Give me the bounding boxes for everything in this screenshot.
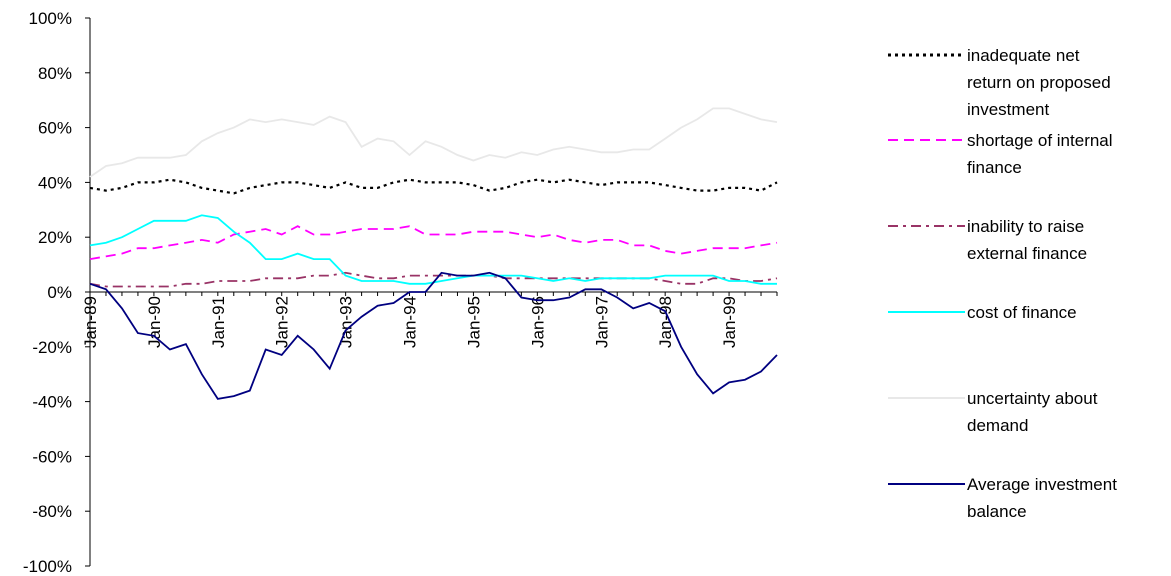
chart-axes — [89, 18, 777, 566]
series-line-2 — [89, 271, 778, 288]
x-tick-label: Jan-95 — [464, 296, 483, 348]
y-tick-label: -80% — [32, 502, 72, 521]
y-axis-ticks: 100% 80% 60% 40% 20% 0% -20% -40% -60% -80% -100% — [23, 9, 90, 576]
legend-label: balance — [967, 502, 1027, 521]
y-tick-label: -60% — [32, 447, 72, 466]
x-tick-label: Jan-97 — [592, 296, 611, 348]
x-tick-label: Jan-90 — [145, 296, 164, 348]
legend-label: external finance — [967, 244, 1087, 263]
x-tick-label: Jan-89 — [81, 296, 100, 348]
y-tick-label: 60% — [38, 119, 72, 138]
series-line-4 — [89, 107, 778, 178]
y-tick-label: -100% — [23, 557, 72, 576]
x-tick-label: Jan-96 — [528, 296, 547, 348]
series-line-1 — [89, 225, 778, 260]
series-line-3 — [89, 214, 777, 285]
legend-label: Average investment — [967, 475, 1117, 494]
legend-label: demand — [967, 416, 1028, 435]
legend-label: investment — [967, 100, 1049, 119]
y-tick-label: 40% — [38, 173, 72, 192]
legend-item-4: uncertainty about demand — [888, 389, 1098, 435]
x-tick-label: Jan-94 — [401, 296, 420, 348]
legend-label: return on proposed — [967, 73, 1111, 92]
legend-label: uncertainty about — [967, 389, 1098, 408]
legend-label: finance — [967, 158, 1022, 177]
x-tick-label: Jan-91 — [209, 296, 228, 348]
legend-item-2: inability to raise external finance — [888, 217, 1087, 263]
y-tick-label: 0% — [47, 283, 72, 302]
legend-label: shortage of internal — [967, 131, 1113, 150]
y-tick-label: 100% — [29, 9, 72, 28]
y-tick-label: 80% — [38, 64, 72, 83]
legend: inadequate net return on proposed investme… — [888, 46, 1117, 521]
x-tick-label: Jan-92 — [273, 296, 292, 348]
legend-label: inadequate net — [967, 46, 1080, 65]
legend-item-1: shortage of internal finance — [888, 131, 1113, 177]
x-tick-label: Jan-99 — [720, 296, 739, 348]
series-line-5 — [89, 271, 778, 400]
legend-item-3: cost of finance — [888, 303, 1077, 322]
legend-label: cost of finance — [967, 303, 1077, 322]
x-tick-label: Jan-98 — [656, 296, 675, 348]
legend-item-5: Average investment balance — [888, 475, 1117, 521]
y-tick-label: -40% — [32, 393, 72, 412]
y-tick-label: 20% — [38, 228, 72, 247]
legend-label: inability to raise — [967, 217, 1084, 236]
series-lines — [89, 107, 778, 400]
y-tick-label: -20% — [32, 338, 72, 357]
series-line-0 — [89, 178, 778, 195]
legend-item-0: inadequate net return on proposed investme… — [888, 46, 1111, 119]
x-axis-ticks: Jan-89 Jan-90 Jan-91 Jan-92 Jan-93 Jan-94 Jan-… — [81, 292, 778, 348]
x-tick-label: Jan-93 — [337, 296, 356, 348]
